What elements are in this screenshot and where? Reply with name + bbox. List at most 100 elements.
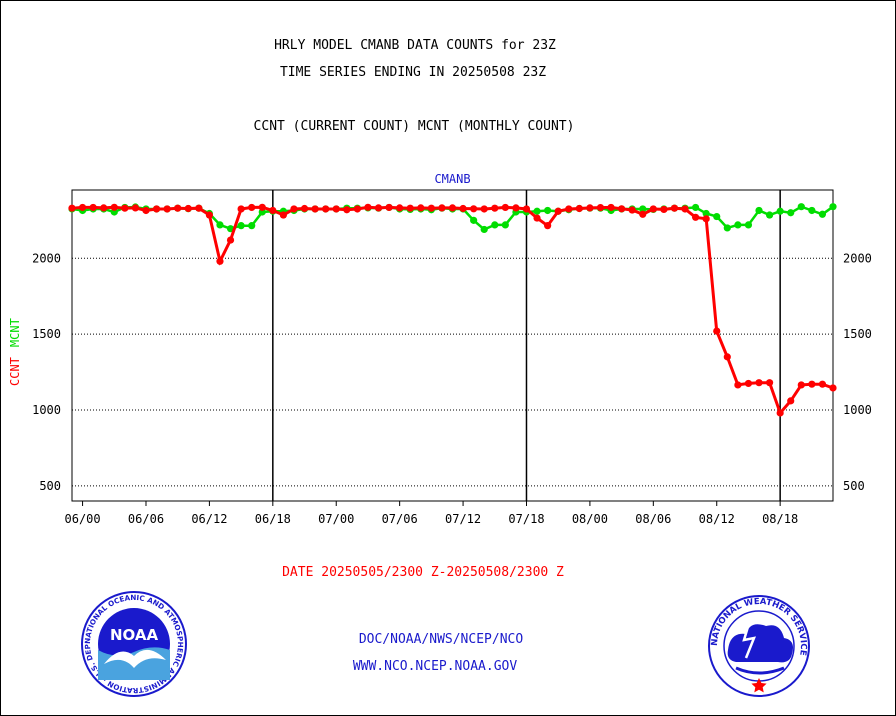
- mcnt-point: [765, 211, 774, 219]
- ccnt-point: [110, 203, 118, 211]
- mcnt-point: [744, 221, 753, 229]
- x-tick-label: 07/00: [318, 512, 354, 526]
- ccnt-point: [258, 203, 266, 211]
- ccnt-point: [575, 204, 583, 213]
- seagull-icon: [104, 649, 166, 668]
- mcnt-point: [491, 221, 499, 229]
- ccnt-point: [448, 204, 457, 212]
- ccnt-point: [649, 205, 657, 213]
- chart-subtitle-time-series: TIME SERIES ENDING IN 20250508 23Z: [279, 65, 547, 80]
- lightning-icon: [742, 619, 757, 659]
- y-tick-label-left: 1000: [32, 403, 61, 417]
- plot-border: [71, 189, 834, 502]
- mcnt-point: [797, 203, 805, 211]
- y-axis-label-mcnt: MCNT: [8, 318, 22, 347]
- ccnt-point: [406, 204, 414, 212]
- x-tick-label: 08/00: [572, 512, 608, 526]
- mcnt-point: [734, 221, 742, 229]
- ccnt-point: [142, 206, 150, 215]
- ccnt-point: [491, 204, 499, 212]
- ccnt-point: [121, 204, 129, 212]
- x-tick-label: 06/12: [191, 512, 227, 526]
- chart-area: CMANB 2000 2000 1500 1500 1000 1000 500 500 06/00…: [8, 172, 872, 526]
- ccnt-point: [248, 203, 256, 212]
- ccnt-point: [396, 204, 404, 212]
- ccnt-point: [533, 214, 541, 222]
- ccnt-point: [565, 205, 573, 213]
- mcnt-point: [639, 205, 647, 213]
- ccnt-point: [681, 205, 689, 213]
- ccnt-point: [660, 205, 668, 214]
- mcnt-point: [533, 207, 541, 215]
- ccnt-point: [332, 205, 340, 213]
- ccnt-point: [787, 397, 795, 405]
- series-description: CCNT (CURRENT COUNT) MCNT (MONTHLY COUNT…: [253, 119, 575, 134]
- ccnt-point: [290, 205, 298, 213]
- x-tick-label: 06/06: [128, 512, 164, 526]
- ccnt-point: [797, 381, 805, 389]
- ccnt-series-line: [71, 205, 834, 416]
- ccnt-point: [374, 204, 383, 212]
- ccnt-point: [353, 205, 361, 213]
- ccnt-point: [195, 204, 203, 212]
- ccnt-point: [311, 205, 319, 213]
- ccnt-point: [184, 204, 192, 213]
- ccnt-point: [174, 204, 182, 212]
- ccnt-point: [459, 204, 467, 213]
- ccnt-point: [755, 379, 763, 387]
- mcnt-point: [713, 212, 721, 221]
- y-axis-label: CCNT MCNT: [8, 318, 22, 386]
- x-tick-label: 07/18: [508, 512, 544, 526]
- x-tick-label: 08/06: [635, 512, 671, 526]
- ccnt-point: [163, 205, 171, 213]
- nws-logo: NATIONAL WEATHER SERVICE: [708, 595, 810, 697]
- ccnt-point: [818, 380, 827, 388]
- org-website-link[interactable]: WWW.NCO.NCEP.NOAA.GOV: [352, 659, 518, 674]
- ccnt-point: [607, 203, 615, 212]
- ccnt-point: [152, 205, 161, 213]
- mcnt-point: [723, 224, 731, 232]
- ccnt-point: [226, 236, 235, 244]
- mcnt-point: [808, 206, 816, 215]
- ccnt-point: [205, 211, 214, 219]
- y-tick-label-left: 500: [39, 479, 61, 493]
- mcnt-point: [702, 209, 710, 218]
- ccnt-point: [216, 257, 224, 265]
- ccnt-point: [279, 211, 287, 219]
- ccnt-point: [343, 206, 351, 214]
- mcnt-point: [470, 216, 478, 224]
- ccnt-point: [628, 206, 636, 214]
- ccnt-point: [691, 213, 700, 221]
- ccnt-point: [501, 203, 509, 212]
- ccnt-point: [269, 206, 277, 215]
- org-path-link[interactable]: DOC/NOAA/NWS/NCEP/NCO: [358, 632, 524, 647]
- chart-title: HRLY MODEL CMANB DATA COUNTS for 23Z: [274, 38, 556, 53]
- ccnt-point: [829, 384, 837, 392]
- noaa-wordmark: NOAA: [110, 626, 159, 644]
- ccnt-point: [776, 409, 784, 417]
- ccnt-point: [744, 379, 753, 388]
- ccnt-point: [68, 204, 76, 212]
- ccnt-point: [89, 203, 97, 212]
- ccnt-point: [470, 205, 478, 213]
- panel-label: CMANB: [434, 172, 470, 186]
- y-tick-label-left: 2000: [32, 251, 61, 265]
- cloud-icon: [727, 624, 793, 663]
- y-tick-label-left: 1500: [32, 327, 61, 341]
- mcnt-point: [248, 222, 256, 230]
- ccnt-point: [131, 204, 140, 212]
- mcnt-point: [501, 221, 509, 229]
- x-tick-label: 08/12: [699, 512, 735, 526]
- x-tick-label: 06/18: [255, 512, 291, 526]
- ccnt-point: [723, 353, 731, 361]
- x-tick-label: 07/06: [382, 512, 418, 526]
- mcnt-point: [787, 209, 795, 217]
- noaa-logo: NATIONAL OCEANIC AND ATMOSPHERIC ADMINIS…: [80, 590, 187, 697]
- y-tick-label-right: 2000: [843, 251, 872, 265]
- ccnt-point: [702, 215, 710, 223]
- y-tick-label-right: 1000: [843, 403, 872, 417]
- x-tick-label: 08/18: [762, 512, 798, 526]
- mcnt-point: [480, 225, 488, 234]
- ccnt-point: [512, 204, 520, 212]
- ccnt-point: [417, 204, 425, 212]
